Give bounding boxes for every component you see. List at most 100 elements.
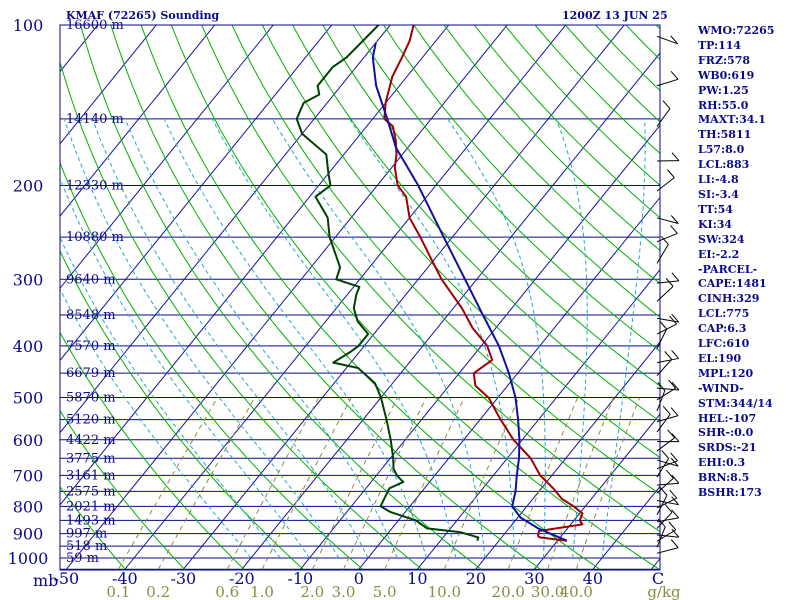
mixing-ratio-line	[117, 397, 218, 570]
mixing-ratio-line	[343, 397, 427, 570]
moist-adiabat-line	[60, 287, 252, 559]
mixing-ratio-tick-label: 40.0	[560, 583, 593, 600]
stat-item: BRN:8.5	[698, 471, 750, 485]
wind-barb-flag	[671, 152, 680, 162]
wind-barb	[656, 495, 668, 516]
stat-item: -PARCEL-	[698, 262, 758, 276]
wind-barb-flag	[668, 379, 677, 389]
mixing-ratio-tick-label: 0.1	[106, 583, 130, 600]
isotherm-line	[60, 25, 450, 506]
wind-barb-flag	[669, 315, 677, 325]
mixing-ratio-line	[547, 397, 614, 570]
pressure-tick-label: 700	[13, 466, 44, 485]
dry-adiabat-line	[231, 25, 660, 495]
sounding-profiles	[295, 25, 584, 542]
temperature-tick-label: -20	[229, 569, 255, 588]
dry-adiabat-line	[780, 1, 800, 570]
wind-barb-flag	[657, 382, 666, 391]
wind-barb-flag	[671, 381, 680, 391]
wind-barb	[656, 390, 666, 412]
stat-item: EHI:0.3	[698, 456, 746, 470]
moist-adiabat-line	[555, 118, 588, 558]
wind-barb	[656, 285, 674, 302]
mixing-ratio-line	[575, 397, 641, 570]
wind-barb-flag	[662, 406, 671, 415]
temperature-tick-label: 40	[583, 569, 603, 588]
wind-barb-flag	[665, 278, 674, 287]
wind-barb-flag	[667, 429, 675, 439]
height-label: 2575 m	[66, 484, 116, 499]
stat-item: BSHR:173	[698, 486, 762, 500]
wind-barb	[656, 414, 671, 433]
height-label: 2021 m	[66, 499, 116, 514]
pressure-tick-label: 500	[13, 389, 44, 408]
wind-barb-flag	[671, 433, 680, 443]
temperature-tick-label: 0	[354, 569, 364, 588]
wind-barb	[656, 526, 666, 548]
parcel-profile	[371, 42, 568, 542]
isotherm-line	[65, 25, 508, 570]
height-label: 3775 m	[66, 451, 116, 466]
stat-item: STM:344/14	[698, 396, 773, 410]
moist-adiabat-lines	[60, 118, 646, 559]
height-label: 997 m	[66, 527, 107, 542]
height-label: 5870 m	[66, 391, 116, 406]
wind-barb	[656, 458, 670, 478]
dry-adiabat-line	[60, 60, 423, 570]
height-label: 14140 m	[66, 112, 124, 127]
wind-barb-flag	[660, 236, 669, 245]
mixing-ratio-tick-label: 30.0	[531, 583, 564, 600]
dewpoint-profile	[295, 25, 480, 541]
wind-barb	[656, 323, 677, 335]
stat-item: RH:55.0	[698, 98, 749, 112]
wind-barb	[656, 232, 678, 243]
wind-barb	[656, 534, 679, 538]
temperature-tick-label: 20	[466, 569, 486, 588]
temperature-profile	[383, 25, 584, 542]
isotherm-line	[60, 25, 216, 217]
dry-adiabat-line	[79, 25, 482, 570]
stat-item: CAP:6.3	[698, 322, 747, 336]
height-label: 12330 m	[66, 178, 124, 193]
isobar-lines	[60, 25, 660, 570]
mixing-ratio-tick-label: 2.0	[300, 583, 324, 600]
dry-adiabat-line	[60, 485, 126, 570]
dry-adiabat-line	[170, 25, 660, 570]
moist-adiabat-line	[91, 118, 369, 559]
wind-barb	[656, 482, 679, 486]
wind-barb-flag	[671, 313, 680, 323]
wind-barb-flag	[657, 518, 666, 528]
stat-item: TT:54	[698, 202, 733, 216]
moist-adiabat-line	[601, 118, 646, 559]
stat-item: SRDS:-21	[698, 441, 757, 455]
height-label: 7570 m	[66, 339, 116, 354]
mixing-ratio-tick-label: 10.0	[428, 583, 461, 600]
mixing-ratio-tick-label: 0.6	[215, 583, 239, 600]
mixing-ratio-tick-label: 5.0	[373, 583, 397, 600]
dry-adiabat-line	[261, 25, 660, 459]
temperature-axis-unit: C	[652, 569, 664, 588]
wind-barb-flag	[670, 539, 679, 548]
height-label: 518 m	[66, 539, 107, 554]
wind-barb-flag	[662, 100, 671, 109]
stat-item: SHR-:0.0	[698, 426, 754, 440]
height-label: 6679 m	[66, 366, 116, 381]
moist-adiabat-line	[211, 118, 457, 559]
pressure-tick-label: 100	[13, 16, 44, 35]
dry-adiabat-line	[443, 25, 660, 251]
height-label: 5120 m	[66, 413, 116, 428]
wind-barb-flag	[664, 503, 673, 513]
station-title: KMAF (72265) Sounding	[66, 9, 220, 22]
height-label: 10880 m	[66, 230, 124, 245]
isotherm-line	[60, 25, 333, 362]
dry-adiabat-line	[60, 409, 185, 570]
wind-barb	[656, 511, 673, 529]
dry-adiabat-line	[110, 25, 541, 570]
wind-barb-flag	[670, 215, 679, 224]
pressure-tick-label: 600	[13, 431, 44, 450]
moist-adiabat-line	[163, 118, 427, 559]
wind-barb	[656, 108, 671, 127]
isotherm-line	[299, 124, 660, 570]
stat-item: CINH:329	[698, 292, 760, 306]
moist-adiabat-line	[60, 176, 310, 559]
